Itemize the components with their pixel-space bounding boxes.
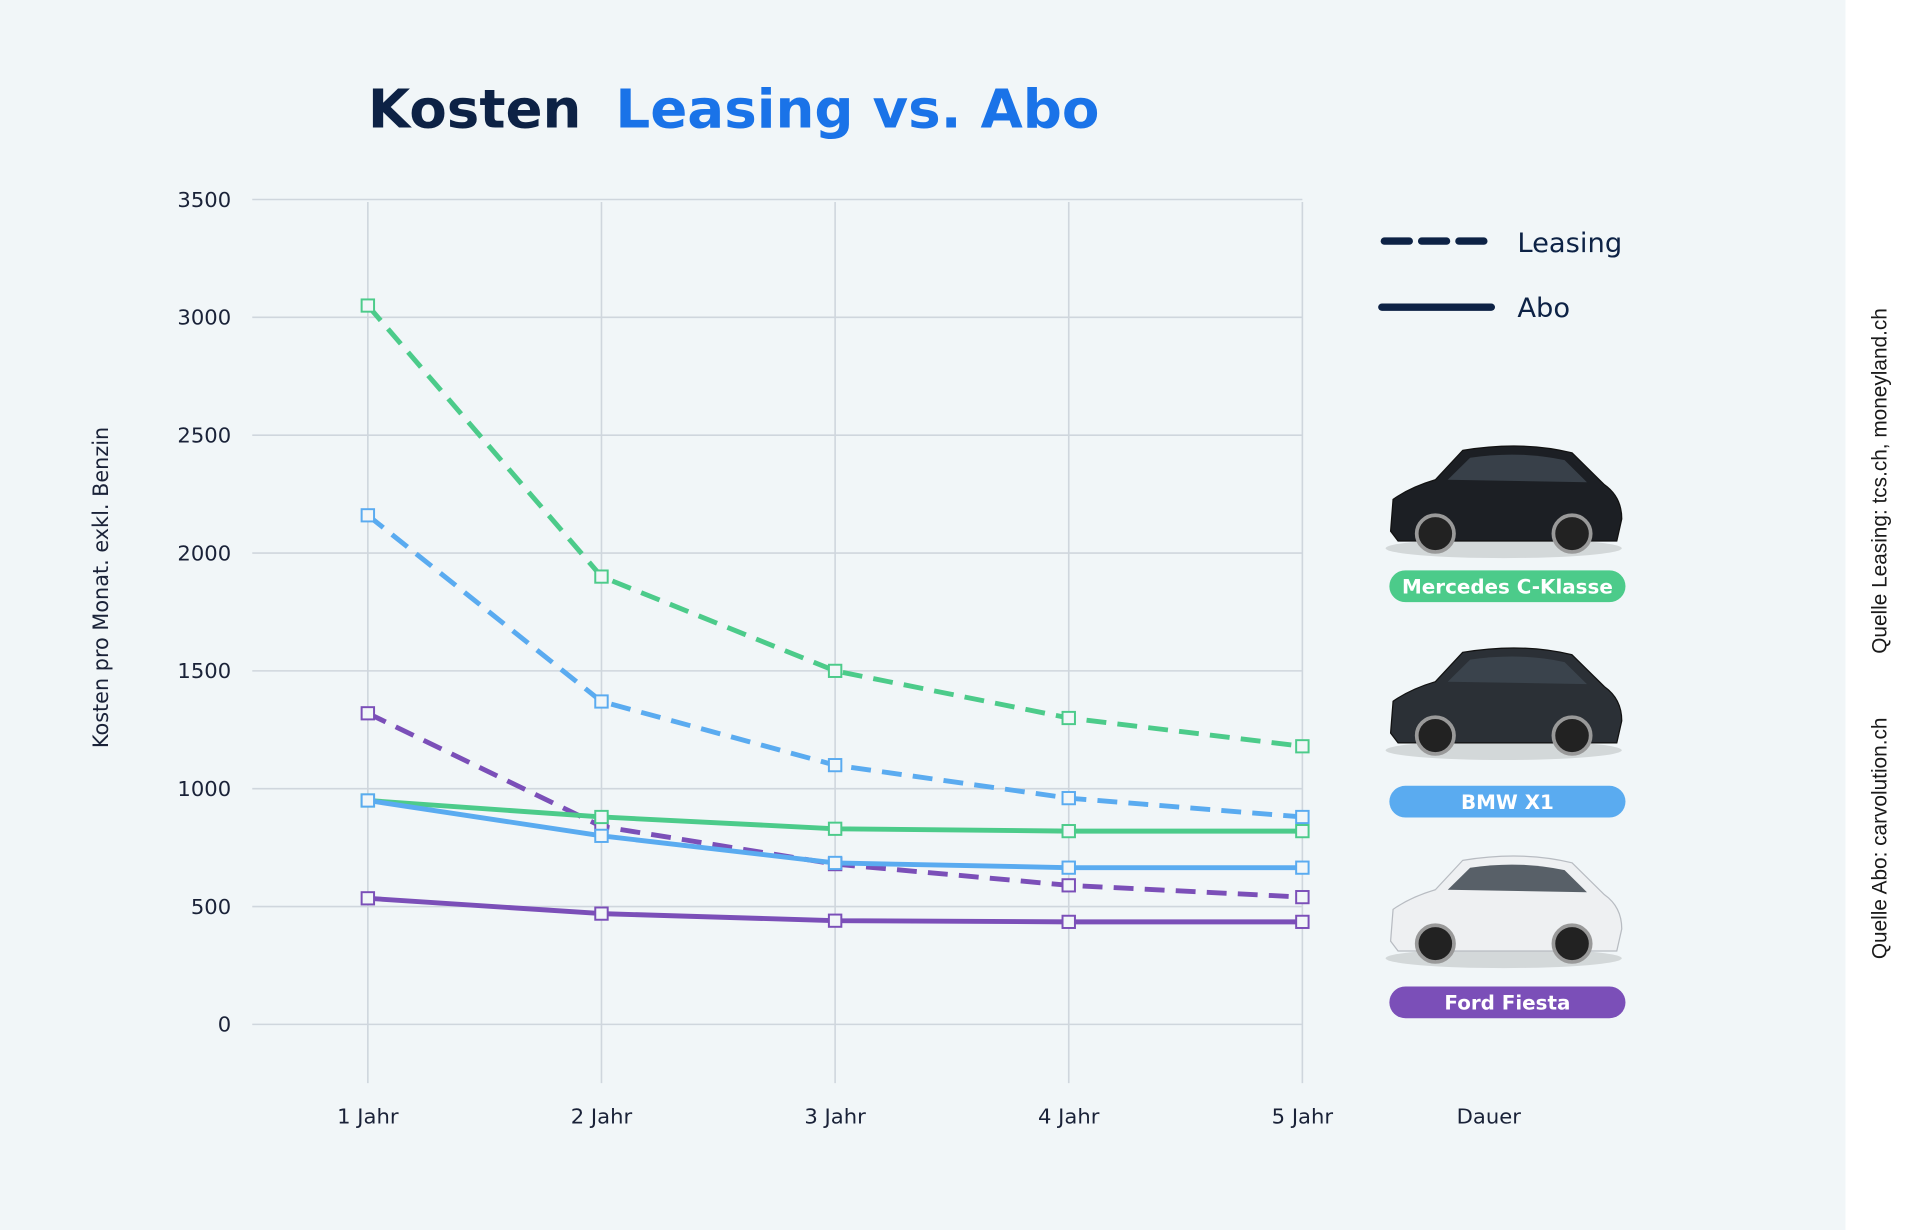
car-label-pill — [1389, 785, 1626, 818]
data-point-marker — [827, 663, 843, 678]
car-wheel — [1551, 923, 1593, 964]
car-label: Ford Fiesta — [1444, 992, 1570, 1015]
data-point-marker — [1061, 791, 1076, 806]
data-point-marker — [1061, 824, 1076, 839]
title-part-2: Leasing vs. Abo — [615, 78, 1099, 141]
data-point-marker — [1061, 878, 1076, 893]
legend: Leasing Abo — [1378, 228, 1622, 324]
data-point-marker — [1295, 824, 1310, 839]
x-tick-label: 2 Jahr — [571, 1105, 633, 1129]
data-point-marker — [594, 828, 609, 843]
data-point-marker — [1295, 890, 1310, 905]
chart-background — [0, 0, 1846, 1230]
data-point-marker — [360, 298, 376, 313]
data-point-marker — [1061, 914, 1076, 929]
car-wheel — [1414, 923, 1456, 964]
x-axis-ticks: 1 Jahr 2 Jahr 3 Jahr 4 Jahr 5 Jahr — [337, 1105, 1333, 1129]
data-point-marker — [594, 569, 609, 584]
series-bmw-x1-abo — [360, 793, 1310, 875]
car-window — [1447, 656, 1587, 685]
series-mercedes-c-klasse-leasing — [360, 298, 1310, 754]
y-tick-label: 3000 — [177, 306, 231, 330]
y-tick-label: 2500 — [177, 424, 231, 448]
car-label-pill — [1389, 986, 1626, 1019]
data-point-marker — [594, 906, 609, 921]
y-tick-label: 0 — [218, 1013, 231, 1037]
car-image — [1385, 647, 1623, 761]
y-axis-ticks: 0 500 1000 1500 2000 2500 3000 3500 — [177, 188, 231, 1037]
x-tick-label: 5 Jahr — [1272, 1105, 1334, 1129]
y-tick-label: 500 — [191, 895, 231, 919]
series-ford-fiesta-abo — [360, 891, 1310, 929]
data-point-marker — [594, 809, 609, 825]
data-point-marker — [1295, 739, 1310, 754]
car-label-pill — [1389, 570, 1626, 603]
source-leasing: Quelle Leasing: tcs.ch, moneyland.ch — [1868, 308, 1891, 654]
car-window — [1447, 454, 1587, 483]
car-card-mercedes-c-klasse: Mercedes C-Klasse — [1385, 445, 1626, 603]
car-wheel — [1551, 513, 1593, 554]
source-abo: Quelle Abo: carvolution.ch — [1868, 718, 1891, 960]
data-point-marker — [360, 891, 376, 906]
data-point-marker — [1295, 914, 1310, 929]
data-point-marker — [827, 821, 843, 836]
chart-title: Kosten Leasing vs. Abo — [368, 78, 1100, 141]
car-image — [1385, 855, 1623, 969]
data-point-marker — [1295, 860, 1310, 875]
y-tick-label: 3500 — [177, 188, 231, 212]
car-wheel — [1551, 715, 1593, 756]
car-card-ford-fiesta: Ford Fiesta — [1385, 855, 1626, 1019]
y-axis-label: Kosten pro Monat. exkl. Benzin — [89, 427, 113, 748]
car-card-bmw-x1: BMW X1 — [1385, 647, 1626, 818]
data-point-marker — [1061, 860, 1076, 875]
car-image — [1385, 445, 1623, 559]
data-point-marker — [360, 508, 376, 523]
x-tick-label: 4 Jahr — [1038, 1105, 1100, 1129]
car-window — [1447, 864, 1587, 893]
y-tick-label: 2000 — [177, 542, 231, 566]
y-tick-label: 1500 — [177, 659, 231, 683]
data-point-marker — [827, 855, 843, 871]
series-bmw-x1-leasing — [360, 508, 1310, 825]
data-point-marker — [594, 694, 609, 709]
data-point-marker — [1061, 710, 1076, 726]
series-group — [360, 298, 1310, 929]
car-label: BMW X1 — [1461, 791, 1554, 814]
legend-label-leasing: Leasing — [1517, 228, 1622, 259]
car-wheel — [1414, 715, 1456, 756]
title-part-1: Kosten — [368, 78, 582, 141]
data-point-marker — [360, 793, 376, 808]
legend-label-abo: Abo — [1517, 293, 1570, 324]
y-tick-label: 1000 — [177, 777, 231, 801]
grid — [252, 198, 1304, 1084]
x-tick-label: 1 Jahr — [337, 1105, 399, 1129]
data-point-marker — [1295, 809, 1310, 825]
data-point-marker — [827, 758, 843, 773]
x-axis-label: Dauer — [1457, 1105, 1522, 1129]
x-tick-label: 3 Jahr — [804, 1105, 866, 1129]
data-point-marker — [360, 706, 376, 721]
data-point-marker — [827, 913, 843, 928]
car-wheel — [1414, 513, 1456, 554]
car-label: Mercedes C-Klasse — [1402, 576, 1613, 599]
car-legend: Mercedes C-Klasse BMW X1 Ford Fiesta — [1385, 445, 1626, 1019]
